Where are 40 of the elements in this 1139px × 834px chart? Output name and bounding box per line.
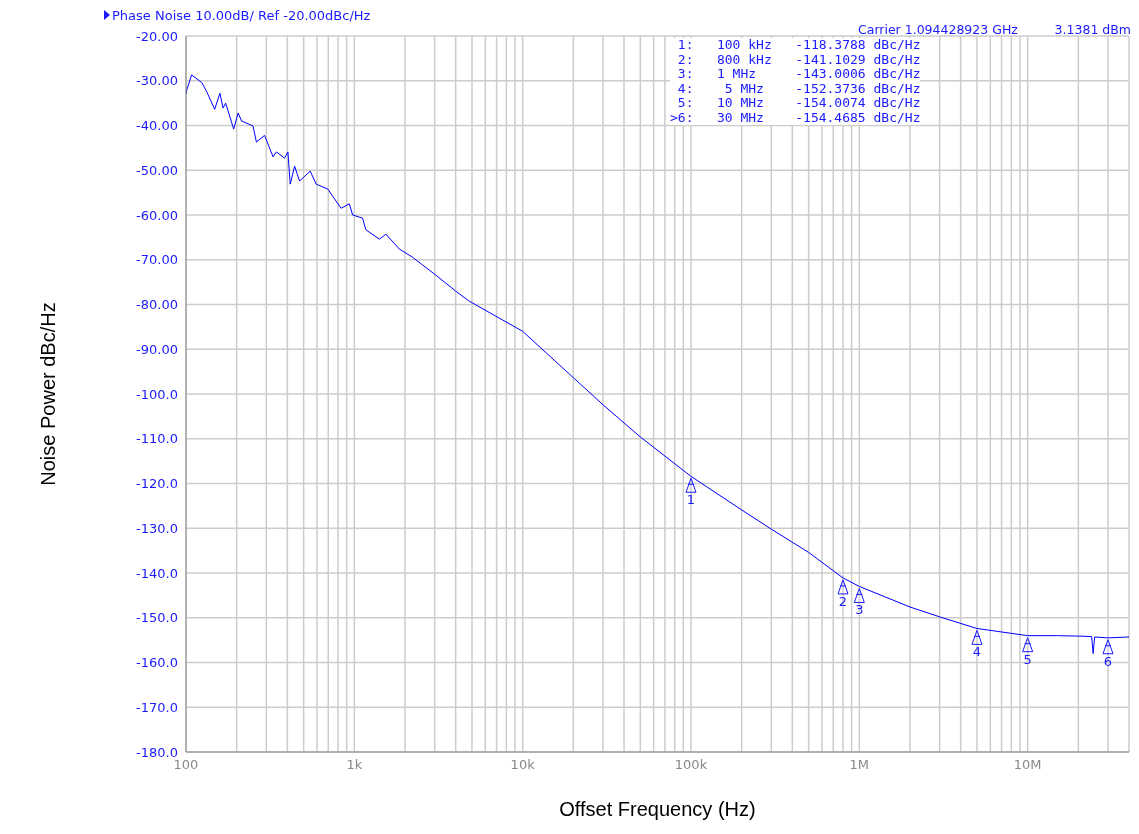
chart-title: Phase Noise 10.00dB/ Ref -20.00dBc/Hz [111,8,371,23]
annotation: 5: 10 MHz -154.0074 dBc/Hz [676,95,921,111]
y-tick-label: -20.00 [136,28,178,44]
annotation: 1: 100 kHz -118.3788 dBc/Hz [676,37,921,53]
annotation: 5 [1023,651,1032,667]
x-tick-label: 100 [173,757,199,773]
x-tick-label: 10M [1013,757,1042,773]
annotation: 3: 1 MHz -143.0006 dBc/Hz [676,66,921,82]
y-tick-label: -30.00 [136,73,178,89]
annotation: Carrier 1.094428923 GHz [858,22,1018,37]
y-tick-label: -120.0 [136,476,178,492]
y-tick-label: -160.0 [136,655,178,671]
x-axis-title: Offset Frequency (Hz) [558,798,757,821]
y-tick-label: -150.0 [136,610,178,626]
x-tick-label: 1k [346,757,363,773]
annotation: 1 [686,492,696,508]
annotation: 6 [1103,653,1113,669]
y-tick-label: -140.0 [136,565,178,581]
y-tick-label: -180.0 [136,744,178,760]
annotation: 3.1381 dBm [1054,22,1131,37]
y-tick-label: -90.00 [136,341,178,357]
y-tick-label: -50.00 [136,162,178,178]
y-tick-label: -70.00 [136,252,178,268]
y-tick-label: -110.0 [136,431,178,447]
y-tick-label: -40.00 [136,118,178,134]
y-tick-label: -170.0 [136,699,178,715]
y-tick-label: -100.0 [136,386,178,402]
annotation: >6: 30 MHz -154.4685 dBc/Hz [670,109,921,125]
annotation: 3 [855,602,864,618]
y-tick-label: -80.00 [136,297,178,313]
annotation: 4: 5 MHz -152.3736 dBc/Hz [676,80,921,96]
annotation: 2 [838,593,848,609]
x-tick-label: 10k [510,757,536,773]
x-tick-label: 100k [674,757,708,773]
annotation: 2: 800 kHz -141.1029 dBc/Hz [676,51,921,67]
y-tick-label: -60.00 [136,207,178,223]
x-tick-label: 1M [849,757,870,773]
annotation: 4 [972,644,982,660]
y-tick-label: -130.0 [136,520,178,536]
y-axis-title: Noise Power dBc/Hz [37,302,60,486]
